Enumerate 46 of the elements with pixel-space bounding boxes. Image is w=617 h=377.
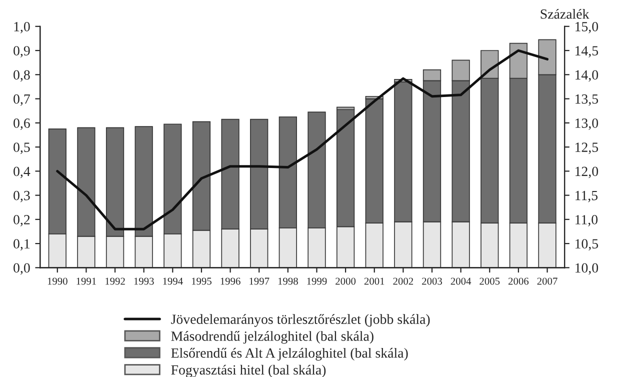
x-tick-label: 1992 bbox=[106, 278, 125, 285]
x-tick-label: 2002 bbox=[393, 278, 414, 285]
y-tick-label: 0,3 bbox=[14, 190, 30, 202]
y2-tick-label: 13,0 bbox=[576, 118, 598, 130]
x-tick-label: 1997 bbox=[250, 278, 270, 285]
x-tick-label: 1998 bbox=[278, 278, 298, 285]
x-tick-label: 1995 bbox=[192, 278, 212, 285]
y-tick-label: 0,1 bbox=[14, 239, 30, 250]
x-tick-label: 1994 bbox=[163, 278, 183, 285]
y2-tick-label: 15,0 bbox=[576, 22, 598, 34]
x-tick-label: 2005 bbox=[480, 278, 500, 285]
x-tick-label: 2003 bbox=[422, 278, 442, 285]
y2-tick-label: 14,5 bbox=[576, 46, 598, 58]
y2-tick-label: 12,5 bbox=[576, 142, 598, 154]
x-tick-label: 2007 bbox=[537, 278, 558, 285]
legend-label: Másodrendű jelzáloghitel (bal skála) bbox=[171, 331, 374, 344]
y2-tick-label: 12,0 bbox=[576, 166, 598, 178]
line-series bbox=[56, 49, 549, 230]
x-tick-label: 1999 bbox=[307, 278, 327, 285]
legend-label: Jövedelemarányos törlesztőrészlet (jobb skála) bbox=[171, 314, 430, 327]
y-tick-label: 1,0 bbox=[14, 22, 30, 34]
y2-tick-label: 14,0 bbox=[576, 70, 598, 82]
y-tick-label: 0,2 bbox=[14, 214, 30, 226]
x-tick-label: 2000 bbox=[336, 278, 356, 285]
y2-axis-title: Százalék bbox=[540, 8, 590, 19]
y2-tick-label: 11,5 bbox=[576, 190, 598, 202]
x-tick-label: 1990 bbox=[48, 278, 68, 285]
y-tick-label: 0,5 bbox=[14, 142, 30, 154]
y-tick-label: 0,4 bbox=[14, 166, 30, 178]
y-tick-label: 0,7 bbox=[14, 94, 30, 106]
y2-tick-label: 10,0 bbox=[576, 263, 598, 275]
x-tick-label: 2004 bbox=[450, 278, 472, 285]
legend-label: Fogyasztási hitel (bal skála) bbox=[171, 364, 326, 377]
y2-tick-label: 11,0 bbox=[576, 214, 598, 226]
x-tick-label: 2001 bbox=[364, 278, 384, 285]
y-tick-label: 0,9 bbox=[14, 46, 30, 58]
y-tick-label: 0,6 bbox=[14, 118, 30, 130]
x-tick-label: 2006 bbox=[508, 278, 529, 285]
x-tick-label: 1991 bbox=[76, 278, 96, 285]
y2-tick-label: 13,5 bbox=[576, 94, 598, 106]
y-tick-label: 0,0 bbox=[14, 263, 30, 275]
y-tick-label: 0,8 bbox=[14, 70, 30, 82]
x-tick-label: 1993 bbox=[134, 278, 154, 285]
y2-tick-label: 10,5 bbox=[576, 239, 598, 250]
x-tick-label: 1996 bbox=[220, 278, 240, 285]
legend-label: Elsőrendű és Alt A jelzáloghitel (bal skála) bbox=[171, 348, 408, 361]
